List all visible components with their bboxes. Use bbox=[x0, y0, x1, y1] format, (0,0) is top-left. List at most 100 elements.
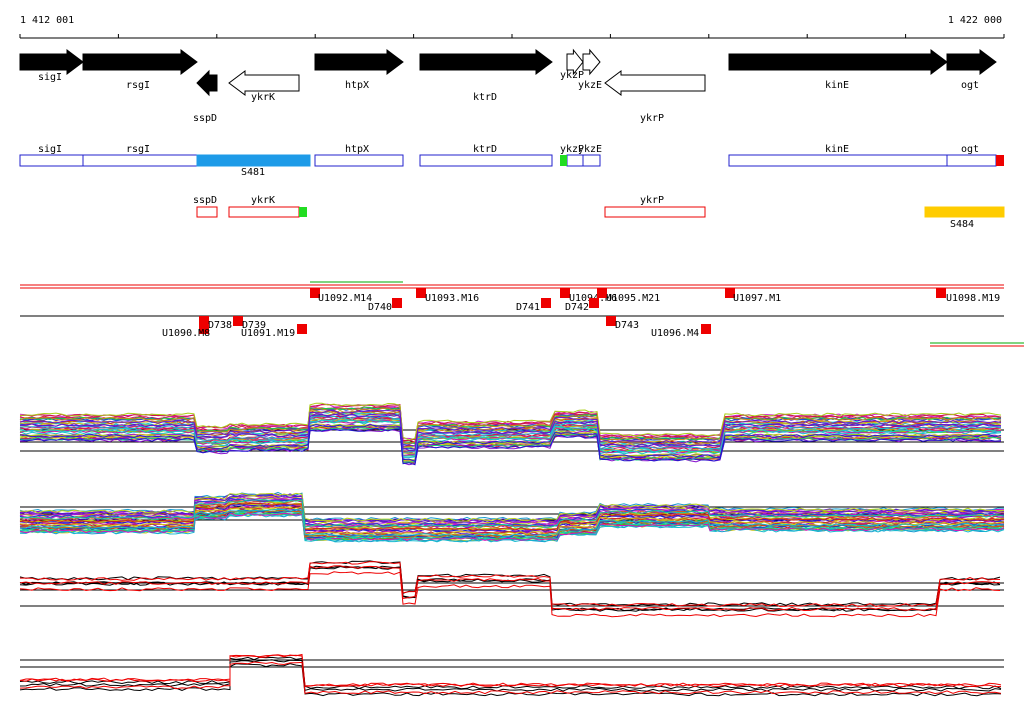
gene-box bbox=[19, 154, 84, 167]
gene-label: ogt bbox=[961, 80, 979, 91]
gene-box bbox=[728, 154, 948, 167]
gene-arrow bbox=[582, 48, 601, 76]
gene-box bbox=[419, 154, 553, 167]
region-box bbox=[228, 206, 300, 218]
expression-profile bbox=[19, 663, 1002, 697]
transcript-label: D738 bbox=[208, 320, 232, 331]
transcript-marker bbox=[541, 298, 551, 308]
transcript-marker bbox=[233, 316, 243, 326]
expression-profile bbox=[19, 509, 1005, 539]
gene-arrow bbox=[946, 49, 997, 75]
expression-profile bbox=[19, 656, 1002, 690]
gene-label: ykrK bbox=[251, 92, 275, 103]
gene-label: ykzE bbox=[578, 80, 602, 91]
gene-box-label: htpX bbox=[345, 144, 369, 155]
gene-arrow bbox=[228, 70, 300, 96]
expression-profile bbox=[19, 419, 1002, 457]
expression-profile bbox=[19, 425, 1002, 464]
box-end bbox=[299, 207, 307, 217]
expression-profile bbox=[19, 403, 1002, 441]
transcript-marker bbox=[392, 298, 402, 308]
transcript-marker bbox=[310, 288, 320, 298]
expression-profile bbox=[20, 505, 1005, 536]
gene-arrow bbox=[196, 69, 218, 97]
region-label: S484 bbox=[950, 219, 974, 230]
expression-profile bbox=[19, 426, 1002, 463]
transcript-label: U1098.M19 bbox=[946, 293, 1000, 304]
ruler-end: 1 422 000 bbox=[948, 15, 1002, 26]
gene-label: sigI bbox=[38, 72, 62, 83]
region-box bbox=[924, 206, 1005, 218]
transcript-label: D743 bbox=[615, 320, 639, 331]
expression-profile bbox=[20, 561, 1001, 608]
expression-profile bbox=[19, 402, 1002, 441]
transcript-marker bbox=[199, 324, 209, 334]
gene-box bbox=[566, 154, 584, 167]
expression-profile bbox=[19, 493, 1005, 523]
gene-box-label: sigI bbox=[38, 144, 62, 155]
gene-box-label: rsgI bbox=[126, 144, 150, 155]
gene-box-label: ykzE bbox=[578, 144, 602, 155]
expression-profile bbox=[19, 413, 1002, 452]
region-box bbox=[196, 206, 218, 218]
transcript-label: U1096.M4 bbox=[651, 328, 699, 339]
expression-profile bbox=[19, 571, 1001, 618]
expression-profile bbox=[19, 496, 1005, 526]
expression-profile bbox=[19, 512, 1005, 542]
transcript-marker bbox=[701, 324, 711, 334]
expression-profile bbox=[19, 659, 1002, 692]
expression-profile bbox=[19, 653, 1002, 687]
transcript-marker bbox=[936, 288, 946, 298]
transcript-marker bbox=[416, 288, 426, 298]
gene-label: rsgI bbox=[126, 80, 150, 91]
expression-profile bbox=[19, 492, 1005, 522]
gene-label: kinE bbox=[825, 80, 849, 91]
expression-profile bbox=[19, 508, 1005, 537]
transcript-marker bbox=[297, 324, 307, 334]
transcript-label: D741 bbox=[516, 302, 540, 313]
gene-arrow bbox=[419, 49, 553, 75]
gene-arrow bbox=[566, 48, 584, 76]
expression-profile bbox=[19, 565, 1000, 612]
expression-profile bbox=[19, 560, 1001, 607]
gene-box bbox=[314, 154, 404, 167]
gene-box-label: ktrD bbox=[473, 144, 497, 155]
gene-arrow bbox=[82, 49, 198, 75]
region-label: ykrK bbox=[251, 195, 275, 206]
transcript-label: D742 bbox=[565, 302, 589, 313]
gene-box bbox=[196, 154, 311, 167]
gene-box-label: S481 bbox=[241, 167, 265, 178]
gene-label: ykzP bbox=[560, 70, 584, 81]
expression-profile bbox=[19, 415, 1002, 454]
transcript-marker bbox=[606, 316, 616, 326]
transcript-label: D739 bbox=[242, 320, 266, 331]
region-label: ykrP bbox=[640, 195, 664, 206]
gene-arrow bbox=[19, 49, 84, 75]
gene-label: sspD bbox=[193, 113, 217, 124]
gene-label: ktrD bbox=[473, 92, 497, 103]
region-label: sspD bbox=[193, 195, 217, 206]
expression-profile bbox=[19, 427, 1002, 466]
expression-profile bbox=[19, 407, 1002, 445]
transcript-marker bbox=[199, 316, 209, 326]
gene-box-label: ogt bbox=[961, 144, 979, 155]
transcript-label: U1097.M1 bbox=[733, 293, 781, 304]
transcript-label: U1090.M8 bbox=[162, 328, 210, 339]
transcript-label: D740 bbox=[368, 302, 392, 313]
expression-profile bbox=[19, 661, 1002, 695]
expression-profile bbox=[19, 418, 1002, 454]
gene-box bbox=[582, 154, 601, 167]
transcript-marker bbox=[725, 288, 735, 298]
expression-profile bbox=[19, 513, 1005, 543]
expression-profile bbox=[19, 423, 1002, 461]
ruler-start: 1 412 001 bbox=[20, 15, 74, 26]
gene-box-label: kinE bbox=[825, 144, 849, 155]
expression-profile bbox=[19, 424, 1002, 462]
gene-arrow bbox=[728, 49, 948, 75]
gene-box-label: ykzP bbox=[560, 144, 584, 155]
transcript-marker bbox=[560, 288, 570, 298]
expression-profile bbox=[19, 409, 1002, 448]
gene-label: ykrP bbox=[640, 113, 664, 124]
transcript-label: U1092.M14 bbox=[318, 293, 372, 304]
